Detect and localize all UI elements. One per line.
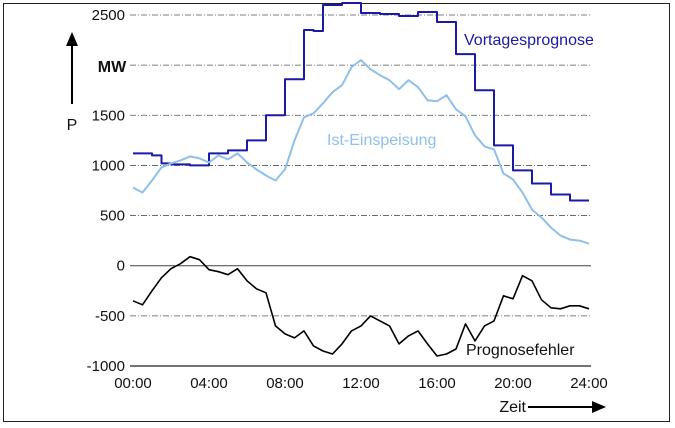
series-label-prognosefehler: Prognosefehler bbox=[466, 342, 575, 359]
y-tick-label: 1500 bbox=[92, 107, 125, 124]
x-tick-label: 08:00 bbox=[266, 375, 304, 392]
series-layer bbox=[132, 2, 590, 357]
y-axis-label: P bbox=[67, 117, 78, 134]
grid-lines bbox=[130, 14, 591, 317]
y-tick-label: 0 bbox=[117, 258, 125, 275]
series-line-ist-einspeisung bbox=[132, 59, 590, 245]
y-axis-unit: MW bbox=[98, 59, 127, 76]
x-tick-label: 24:00 bbox=[570, 375, 608, 392]
chart-frame bbox=[3, 3, 670, 422]
y-tick-label: 1000 bbox=[92, 157, 125, 174]
series-line-prognosefehler bbox=[132, 255, 590, 357]
y-axis-arrowhead-icon bbox=[66, 32, 78, 46]
x-tick-label: 00:00 bbox=[114, 375, 152, 392]
x-axis-arrowhead-icon bbox=[592, 401, 606, 413]
y-tick-label: 2500 bbox=[92, 7, 125, 24]
series-line-vortagesprognose bbox=[133, 2, 589, 202]
y-tick-label: -1000 bbox=[87, 358, 125, 375]
y-axis-ticks: -1000 -500 0 500 1000 1500 2500 bbox=[87, 7, 125, 375]
series-label-vortagesprognose: Vortagesprognose bbox=[464, 32, 594, 49]
y-tick-label: -500 bbox=[95, 308, 125, 325]
x-axis-label: Zeit bbox=[499, 399, 526, 416]
x-tick-label: 20:00 bbox=[494, 375, 532, 392]
x-tick-label: 12:00 bbox=[342, 375, 380, 392]
x-tick-label: 04:00 bbox=[190, 375, 228, 392]
x-axis-ticks: 00:00 04:00 08:00 12:00 16:00 20:00 24:00 bbox=[114, 375, 608, 392]
x-tick-label: 16:00 bbox=[418, 375, 456, 392]
series-label-ist-einspeisung: Ist-Einspeisung bbox=[327, 132, 436, 149]
y-tick-label: 500 bbox=[100, 208, 125, 225]
